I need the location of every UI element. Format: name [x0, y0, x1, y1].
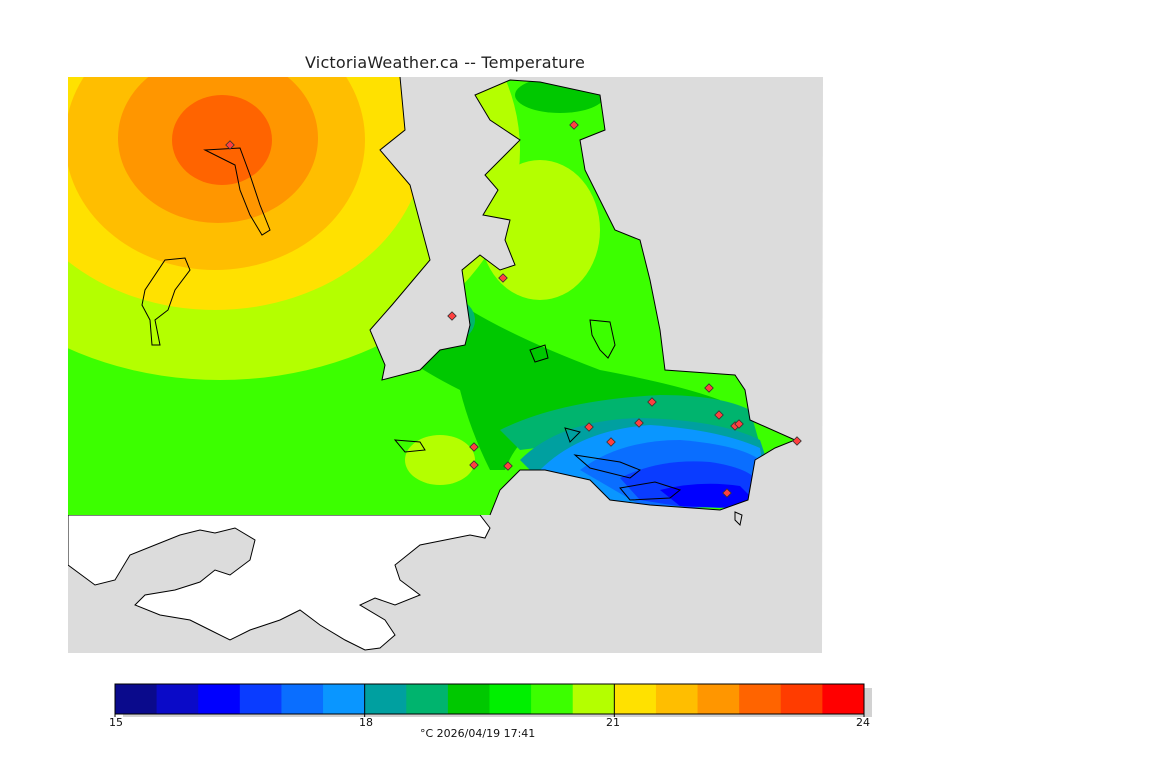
map-title: VictoriaWeather.ca -- Temperature: [305, 53, 585, 72]
legend-caption: °C 2026/04/19 17:41: [420, 727, 536, 740]
legend-swatch: [739, 684, 782, 714]
legend-swatch: [115, 684, 158, 714]
legend-swatch: [406, 684, 449, 714]
white-water-top: [822, 77, 823, 653]
legend-swatch: [239, 684, 282, 714]
legend-swatch: [489, 684, 532, 714]
legend-swatch: [572, 684, 615, 714]
legend-swatch: [323, 684, 366, 714]
legend-swatch: [364, 684, 407, 714]
legend-swatch: [281, 684, 324, 714]
legend-swatch: [780, 684, 823, 714]
color-legend: [114, 683, 872, 717]
legend-tick-15: 15: [109, 716, 123, 729]
legend-tick-21: 21: [606, 716, 620, 729]
legend-swatch: [198, 684, 241, 714]
legend-border: [114, 683, 865, 715]
legend-swatch: [447, 684, 490, 714]
southern-land-white: [68, 514, 491, 651]
legend-tick-18: 18: [359, 716, 373, 729]
legend-swatch: [655, 684, 699, 714]
legend-swatch: [531, 684, 574, 714]
legend-swatch: [614, 684, 657, 714]
temperature-map: [68, 77, 823, 653]
legend-swatch: [822, 684, 865, 714]
legend-tick-24: 24: [856, 716, 870, 729]
legend-swatch: [156, 684, 199, 714]
legend-swatch: [697, 684, 740, 714]
